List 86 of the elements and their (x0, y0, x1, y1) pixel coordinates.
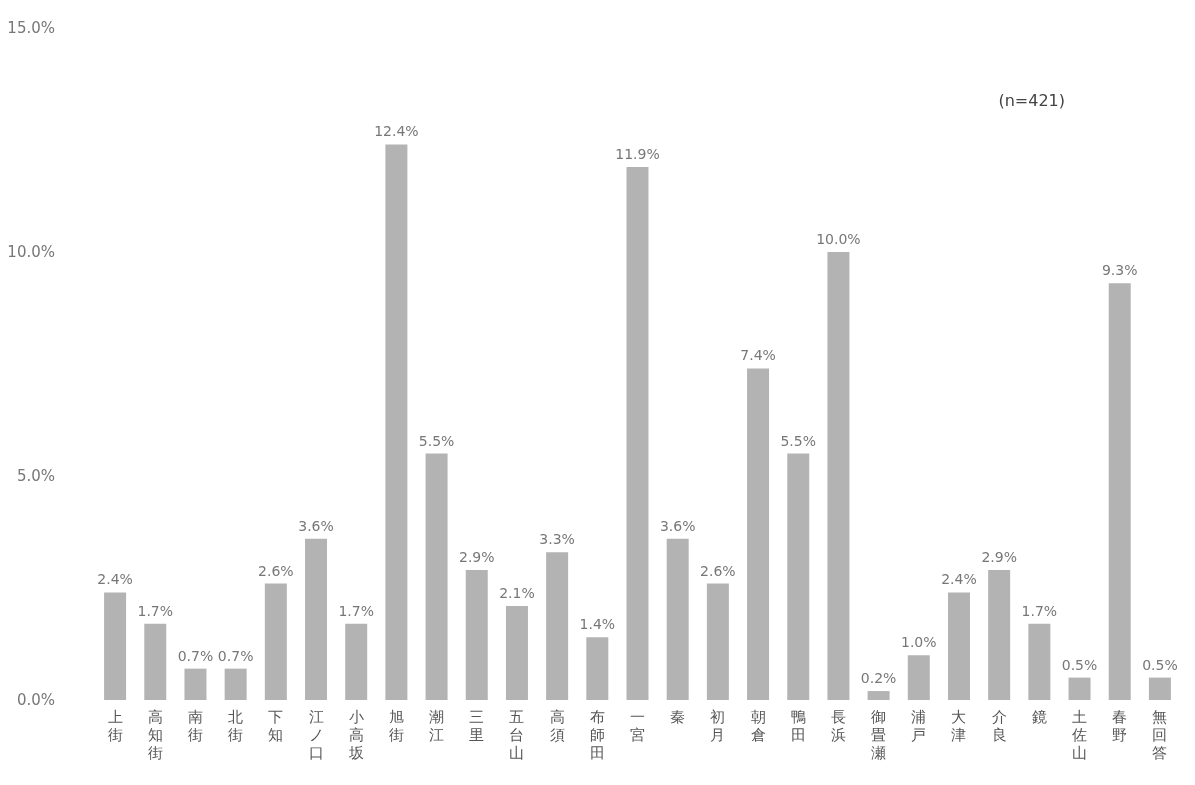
data-label: 2.4% (97, 571, 133, 588)
x-tick-label: 北街 (228, 708, 244, 744)
data-label: 2.6% (700, 562, 736, 579)
x-tick-label: 鴨田 (790, 708, 806, 744)
data-label: 2.9% (981, 549, 1017, 566)
bar (425, 453, 448, 700)
bar (867, 691, 890, 700)
bar (947, 592, 970, 700)
bar (1028, 623, 1051, 700)
x-tick-label: 鏡 (1031, 708, 1047, 726)
data-label: 2.6% (258, 562, 294, 579)
bar (505, 605, 528, 700)
x-tick-label: 南街 (187, 708, 203, 744)
bar (264, 583, 287, 700)
data-label: 10.0% (816, 231, 861, 247)
data-label: 12.4% (374, 123, 419, 140)
x-tick-label: 浦戸 (911, 708, 927, 744)
data-label: 5.5% (780, 432, 817, 449)
data-label: 1.7% (338, 602, 374, 619)
y-tick-label: 15.0% (7, 19, 55, 37)
bar (787, 453, 810, 700)
data-label: 9.3% (1101, 262, 1138, 279)
data-label: 1.7% (1021, 602, 1058, 619)
y-tick-label: 0.0% (16, 691, 55, 709)
annotation: (n=421) (998, 90, 1066, 110)
x-tick-label: 下知 (268, 708, 284, 744)
x-tick-label: 小高坂 (347, 708, 364, 762)
x-tick-label: 長浜 (830, 708, 846, 744)
bar (988, 570, 1011, 700)
data-label: 3.6% (659, 517, 696, 534)
bar (626, 166, 649, 700)
data-label: 7.4% (740, 347, 776, 364)
y-tick-label: 5.0% (16, 467, 55, 485)
bar (706, 583, 729, 700)
bar (586, 637, 609, 700)
y-tick-label: 10.0% (7, 243, 55, 261)
data-label: 0.7% (217, 647, 254, 664)
data-label: 0.5% (1061, 656, 1098, 673)
bar (907, 655, 930, 700)
x-tick-label: 布師田 (589, 708, 605, 762)
bar (1148, 677, 1171, 700)
x-tick-label: 潮江 (429, 708, 445, 744)
bar (104, 592, 127, 700)
bar (144, 623, 167, 700)
x-tick-label: 一宮 (630, 708, 645, 744)
x-tick-label: 五台山 (509, 708, 525, 762)
x-tick-label: 旭街 (388, 708, 404, 744)
data-label: 3.3% (539, 531, 575, 548)
bar (224, 668, 247, 700)
data-label: 0.5% (1142, 656, 1178, 673)
x-tick-label: 高知街 (147, 708, 163, 762)
x-tick-label: 江ノ口 (308, 708, 324, 762)
data-label: 5.5% (418, 432, 455, 449)
bar (385, 144, 408, 700)
data-label: 2.4% (941, 571, 977, 588)
data-label: 2.1% (499, 584, 535, 601)
bar (465, 570, 488, 700)
x-tick-label: 上街 (107, 708, 123, 744)
bar (305, 538, 328, 700)
data-label: 0.7% (177, 647, 214, 664)
x-tick-label: 朝倉 (750, 708, 766, 744)
data-label: 1.7% (137, 602, 174, 619)
data-label: 1.0% (901, 634, 937, 651)
bar (747, 368, 770, 700)
bar (666, 538, 689, 700)
data-label: 11.9% (615, 145, 660, 162)
x-tick-label: 高須 (549, 708, 565, 744)
data-label: 2.9% (458, 549, 495, 566)
x-tick-label: 秦 (670, 708, 686, 726)
x-tick-label: 無回答 (1152, 708, 1168, 762)
data-label: 0.2% (860, 670, 897, 687)
x-tick-label: 三里 (469, 708, 485, 744)
bar (546, 552, 569, 700)
x-tick-label: 春野 (1112, 708, 1128, 744)
x-tick-label: 土佐山 (1072, 708, 1088, 762)
x-tick-label: 御畳瀬 (871, 708, 887, 762)
bar (827, 252, 850, 700)
bar (1068, 677, 1091, 700)
data-label: 1.4% (579, 616, 616, 633)
bar (184, 668, 207, 700)
bar (1108, 283, 1131, 700)
x-tick-label: 初月 (710, 708, 726, 744)
x-tick-label: 大津 (951, 708, 967, 744)
x-tick-label: 介良 (991, 708, 1007, 744)
bar (345, 623, 368, 700)
data-label: 3.6% (298, 517, 334, 534)
